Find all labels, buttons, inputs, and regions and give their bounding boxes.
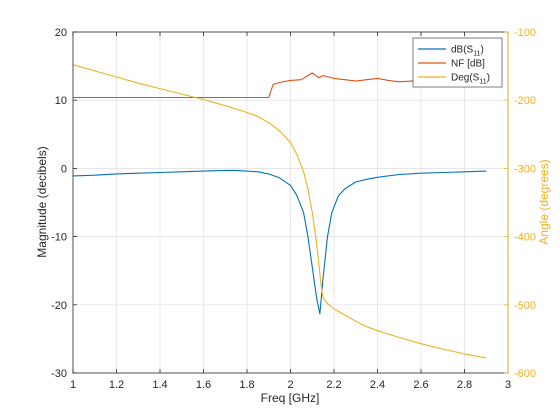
- y-axis-left: -30 -20 -10 0 10 20: [51, 27, 77, 380]
- x-tick-label: 1: [70, 379, 76, 391]
- y-tick-label: 20: [55, 27, 67, 39]
- x-tick-label: 2.8: [457, 379, 472, 391]
- x-tick-label: 3: [505, 379, 511, 391]
- y-tick-label: -10: [51, 232, 67, 244]
- x-axis-label: Freq [GHz]: [261, 391, 320, 405]
- s11-magnitude-line: [72, 169, 487, 315]
- x-tick-label: 1.6: [196, 379, 211, 391]
- y2-tick-label: -600: [514, 368, 536, 380]
- y2-tick-label: -500: [514, 300, 536, 312]
- y-tick-label: 10: [55, 95, 67, 107]
- x-tick-label: 1.2: [109, 379, 124, 391]
- x-tick-label: 1.8: [239, 379, 254, 391]
- y2-tick-label: -400: [514, 232, 536, 244]
- y2-tick-label: -100: [514, 27, 536, 39]
- x-tick-label: 2.4: [370, 379, 385, 391]
- y2-axis-label: Angle (degrees): [537, 159, 551, 244]
- s11-phase-line: [72, 64, 487, 359]
- y-tick-label: -20: [51, 300, 67, 312]
- x-tick-label: 2.6: [413, 379, 428, 391]
- y-axis-label: Magnitude (decibels): [35, 146, 49, 257]
- y2-tick-label: -200: [514, 95, 536, 107]
- y-tick-label: 0: [61, 163, 67, 175]
- x-tick-label: 1.4: [152, 379, 167, 391]
- legend: dB(S11)NF [dB]Deg(S11): [412, 37, 503, 88]
- series-layer: [72, 64, 487, 359]
- legend-item-nf: NF [dB]: [451, 59, 485, 70]
- x-tick-label: 2: [287, 379, 293, 391]
- x-tick-label: 2.2: [326, 379, 341, 391]
- y-tick-label: -30: [51, 368, 67, 380]
- grid: [73, 32, 508, 373]
- x-axis: 1 1.2 1.4 1.6 1.8 2 2.2 2.4 2.6 2.8 3: [70, 32, 511, 391]
- y2-tick-label: -300: [514, 163, 536, 175]
- y-axis-right: -600 -500 -400 -300 -200 -100: [504, 27, 536, 380]
- noise-figure-line: [73, 72, 487, 99]
